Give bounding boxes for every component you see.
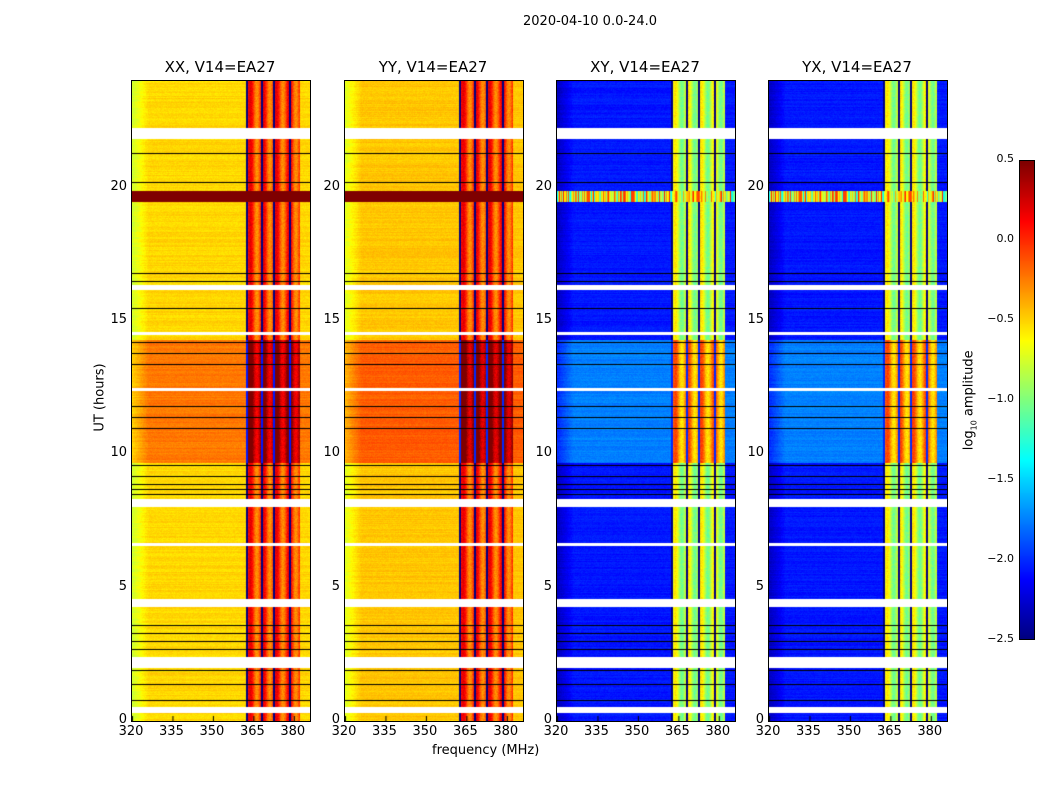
- y-tick-label: 20: [747, 178, 764, 194]
- figure-title: 2020-04-10 0.0-24.0: [523, 14, 657, 29]
- y-tick-label: 15: [747, 312, 764, 327]
- x-tick-label: 320: [118, 724, 144, 739]
- x-tick-label: 335: [584, 724, 609, 739]
- y-tick-label: 15: [323, 312, 340, 327]
- x-tick-label: 335: [159, 724, 184, 739]
- heatmap-yy: [344, 80, 524, 722]
- x-tick-label: 350: [624, 724, 650, 739]
- colorbar-tick-label: −1.5: [987, 472, 1014, 485]
- x-tick-label: 350: [199, 724, 225, 739]
- y-tick-label: 0: [331, 712, 340, 727]
- colorbar-tick-label: 0.5: [996, 152, 1015, 165]
- y-tick-label: 15: [110, 312, 127, 327]
- x-tick-label: 365: [664, 724, 690, 739]
- panel-title-xy: XY, V14=EA27: [590, 58, 700, 76]
- x-tick-label: 380: [493, 724, 519, 739]
- panel-title-yx: YX, V14=EA27: [802, 58, 912, 76]
- colorbar-tick-label: 0.0: [996, 232, 1015, 245]
- y-tick-label: 5: [331, 578, 340, 594]
- heatmap-yx: [768, 80, 948, 722]
- x-tick-label: 365: [452, 724, 478, 739]
- y-tick-label: 20: [110, 178, 127, 194]
- x-tick-label: 380: [917, 724, 943, 739]
- heatmap-xx: [131, 80, 311, 722]
- y-tick-label: 20: [323, 178, 340, 194]
- y-tick-label: 5: [755, 578, 764, 594]
- colorbar-label: log10 amplitude: [961, 350, 979, 451]
- y-tick-label: 10: [110, 445, 127, 461]
- colorbar-tick-label: −2.0: [987, 552, 1014, 565]
- x-tick-label: 380: [280, 724, 306, 739]
- y-tick-label: 10: [747, 445, 764, 461]
- x-tick-label: 365: [876, 724, 902, 739]
- x-tick-label: 320: [331, 724, 357, 739]
- x-tick-label: 365: [239, 724, 265, 739]
- x-tick-label: 320: [755, 724, 781, 739]
- colorbar-tick-label: −2.5: [987, 632, 1014, 645]
- x-tick-label: 335: [372, 724, 397, 739]
- y-tick-label: 0: [543, 712, 552, 727]
- y-tick-label: 5: [118, 578, 127, 594]
- colorbar-tick-label: −0.5: [987, 312, 1014, 325]
- x-tick-label: 320: [543, 724, 569, 739]
- y-tick-label: 0: [118, 712, 127, 727]
- x-tick-label: 380: [705, 724, 731, 739]
- heatmap-xy: [556, 80, 736, 722]
- x-tick-label: 350: [836, 724, 862, 739]
- y-tick-label: 0: [755, 712, 764, 727]
- y-axis-label: UT (hours): [92, 363, 108, 432]
- panel-title-yy: YY, V14=EA27: [378, 58, 488, 76]
- panel-title-xx: XX, V14=EA27: [164, 58, 276, 76]
- x-axis-label: frequency (MHz): [432, 743, 540, 758]
- x-tick-label: 350: [412, 724, 438, 739]
- x-tick-label: 335: [796, 724, 821, 739]
- y-tick-label: 15: [535, 312, 552, 327]
- y-tick-label: 5: [543, 578, 552, 594]
- colorbar-tick-label: −1.0: [987, 392, 1014, 405]
- y-tick-label: 10: [535, 445, 552, 461]
- y-tick-label: 10: [323, 445, 340, 461]
- y-tick-label: 20: [535, 178, 552, 194]
- colorbar: [1019, 160, 1035, 640]
